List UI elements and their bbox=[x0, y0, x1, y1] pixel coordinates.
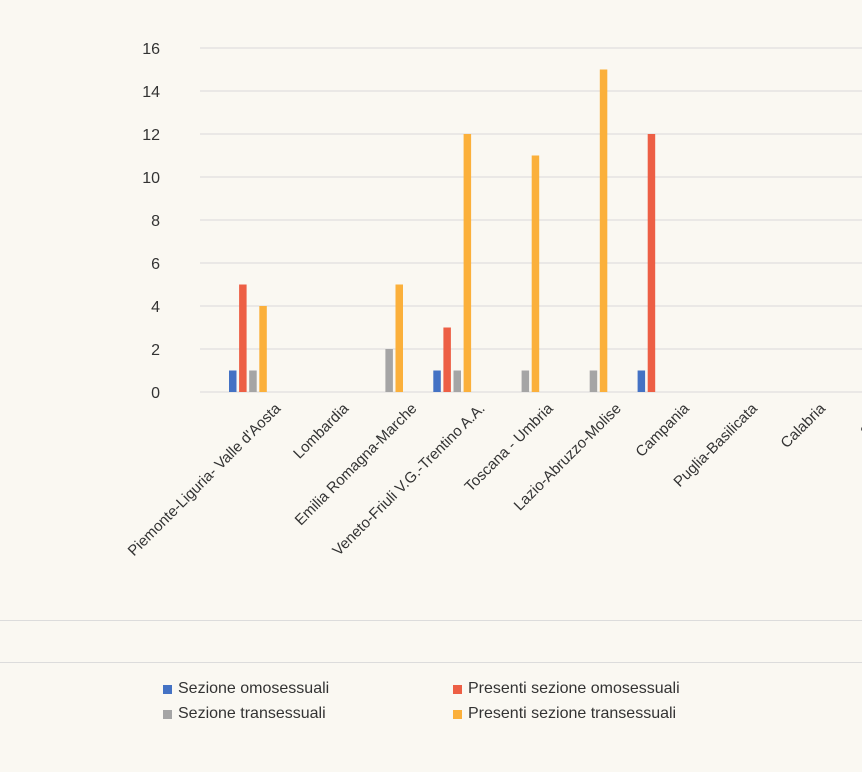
legend-label: Sezione transessuali bbox=[178, 705, 326, 722]
y-tick-label: 10 bbox=[142, 170, 160, 187]
bar bbox=[249, 370, 257, 392]
y-tick-label: 4 bbox=[151, 299, 160, 316]
x-tick-label: Calabria bbox=[777, 400, 829, 452]
bar bbox=[521, 370, 530, 392]
bars bbox=[229, 69, 656, 392]
y-tick-label: 12 bbox=[142, 127, 160, 144]
bar bbox=[433, 370, 441, 392]
legend: Sezione omosessuali Presenti sezione omo… bbox=[163, 680, 743, 723]
y-tick-label: 14 bbox=[142, 84, 160, 101]
legend-label: Sezione omosessuali bbox=[178, 680, 330, 697]
x-tick-label: Emilia Romagna-Marche bbox=[292, 400, 421, 529]
bar bbox=[647, 134, 656, 392]
bar bbox=[599, 69, 608, 392]
legend-item-presenti-sezione-omosessuali: Presenti sezione omosessuali bbox=[453, 680, 743, 698]
divider-top bbox=[0, 620, 862, 621]
y-tick-label: 2 bbox=[151, 342, 160, 359]
bar bbox=[443, 327, 451, 392]
x-tick-label: Lombardia bbox=[290, 400, 353, 463]
legend-label: Presenti sezione omosessuali bbox=[468, 680, 680, 697]
legend-swatch bbox=[163, 684, 172, 694]
gridlines bbox=[200, 47, 862, 393]
x-axis-labels: Piemonte-Liguria- Valle d'Aosta Lombardia… bbox=[125, 400, 862, 560]
bar bbox=[463, 134, 472, 392]
legend-swatch bbox=[453, 709, 462, 719]
legend-label: Presenti sezione transessuali bbox=[468, 705, 677, 722]
bar bbox=[453, 370, 461, 392]
bar bbox=[385, 349, 393, 392]
bar bbox=[229, 370, 237, 392]
y-tick-label: 6 bbox=[151, 256, 160, 273]
x-tick-label: Campania bbox=[632, 400, 693, 461]
legend-swatch bbox=[453, 684, 462, 694]
bar bbox=[637, 370, 646, 392]
y-tick-label: 16 bbox=[142, 41, 160, 58]
legend-item-presenti-sezione-transessuali: Presenti sezione transessuali bbox=[453, 705, 743, 723]
x-tick-label: Sicilia bbox=[857, 400, 862, 440]
bar bbox=[239, 284, 247, 392]
legend-swatch bbox=[163, 709, 172, 719]
bar bbox=[259, 306, 267, 392]
legend-item-sezione-omosessuali: Sezione omosessuali bbox=[163, 680, 453, 698]
bar bbox=[589, 370, 598, 392]
legend-item-sezione-transessuali: Sezione transessuali bbox=[163, 705, 453, 723]
y-tick-label: 0 bbox=[151, 385, 160, 402]
y-axis-ticks: 0 2 4 6 8 10 12 14 16 bbox=[142, 41, 160, 402]
y-tick-label: 8 bbox=[151, 213, 160, 230]
bar bbox=[531, 155, 540, 392]
divider-bottom bbox=[0, 662, 862, 663]
x-tick-label: Piemonte-Liguria- Valle d'Aosta bbox=[125, 400, 285, 560]
bar bbox=[395, 284, 403, 392]
